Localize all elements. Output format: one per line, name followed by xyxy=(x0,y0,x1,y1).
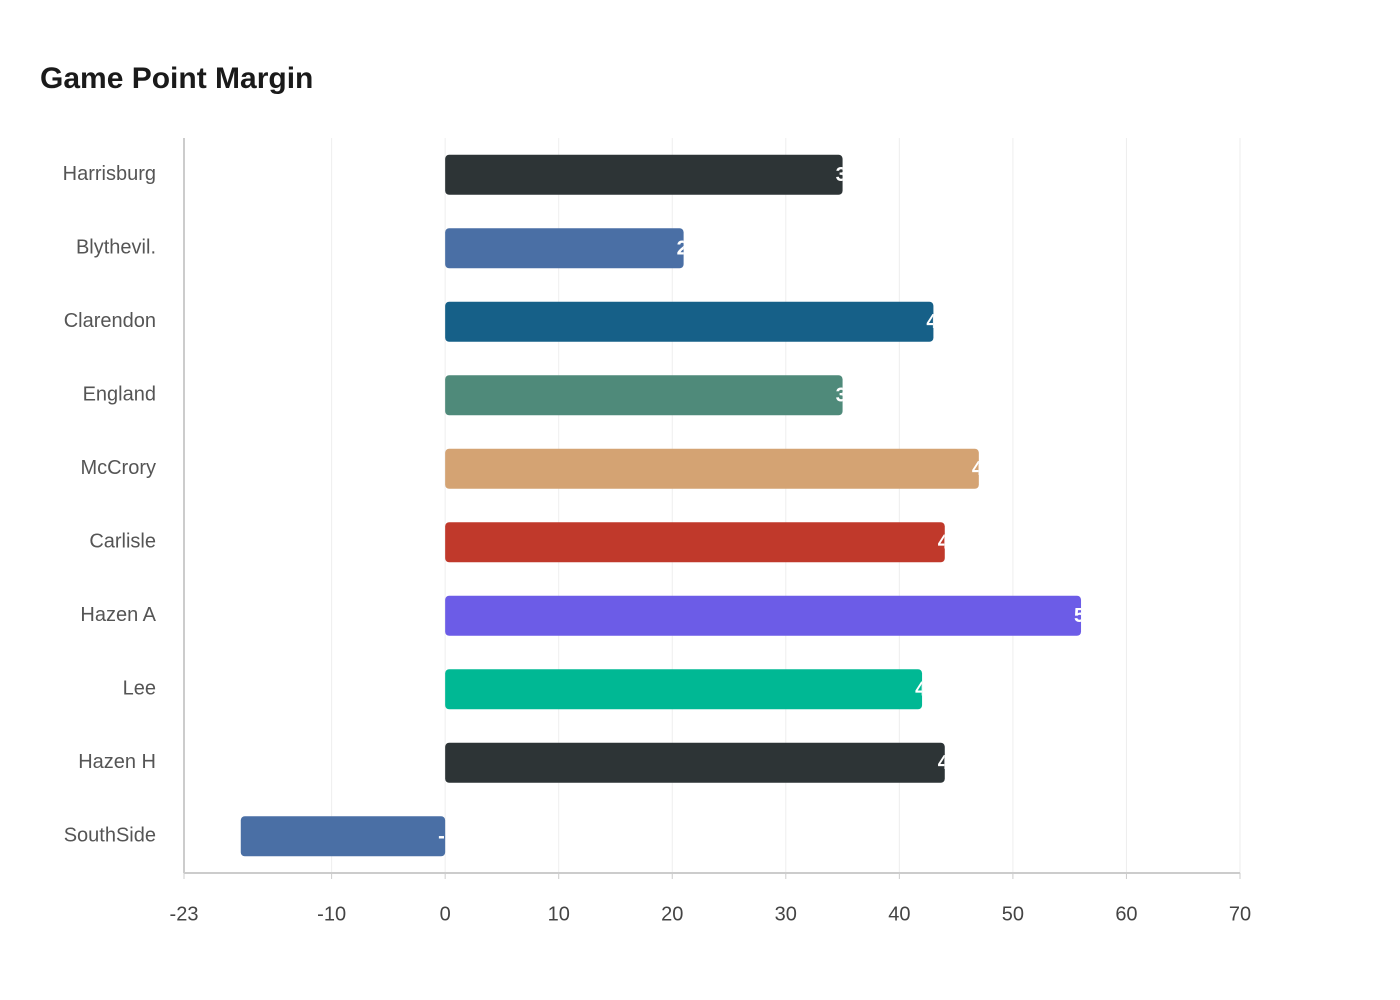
y-tick-label: SouthSide xyxy=(64,825,156,847)
value-label: 47 xyxy=(972,458,994,480)
bar xyxy=(445,742,945,783)
y-tick-label: Harrisburg xyxy=(63,163,156,185)
x-tick-label: 70 xyxy=(1229,903,1251,925)
bar xyxy=(445,301,934,342)
value-label: 44 xyxy=(938,532,961,554)
y-tick-label: Blythevil. xyxy=(76,237,156,259)
bar xyxy=(240,816,446,857)
value-label: 42 xyxy=(915,679,937,701)
x-tick-label: 0 xyxy=(440,903,451,925)
value-label: 56 xyxy=(1074,605,1096,627)
x-tick-label: 40 xyxy=(888,903,910,925)
x-tick-label: 10 xyxy=(548,903,570,925)
value-label: 35 xyxy=(836,385,858,407)
bar xyxy=(445,522,945,563)
y-tick-label: Hazen A xyxy=(80,604,156,626)
bar xyxy=(445,448,979,489)
x-tick-label: -23 xyxy=(170,903,199,925)
y-tick-label: Lee xyxy=(123,678,156,700)
bar xyxy=(445,375,843,416)
bar xyxy=(445,669,923,710)
value-label: 35 xyxy=(836,164,858,186)
bar xyxy=(445,154,843,195)
bar xyxy=(445,595,1082,636)
y-tick-label: McCrory xyxy=(80,457,156,479)
chart-title: Game Point Margin xyxy=(40,62,313,95)
value-label: 43 xyxy=(926,311,948,333)
value-label: -18 xyxy=(438,826,467,848)
x-tick-label: 50 xyxy=(1002,903,1024,925)
x-tick-label: -10 xyxy=(317,903,346,925)
x-tick-label: 60 xyxy=(1115,903,1137,925)
value-label: 44 xyxy=(938,752,961,774)
y-tick-label: England xyxy=(83,384,156,406)
y-tick-label: Carlisle xyxy=(89,531,156,553)
value-label: 21 xyxy=(677,238,699,260)
x-tick-label: 20 xyxy=(661,903,683,925)
y-tick-label: Clarendon xyxy=(64,310,156,332)
y-tick-label: Hazen H xyxy=(78,751,156,773)
bar xyxy=(445,228,684,269)
x-tick-label: 30 xyxy=(775,903,797,925)
